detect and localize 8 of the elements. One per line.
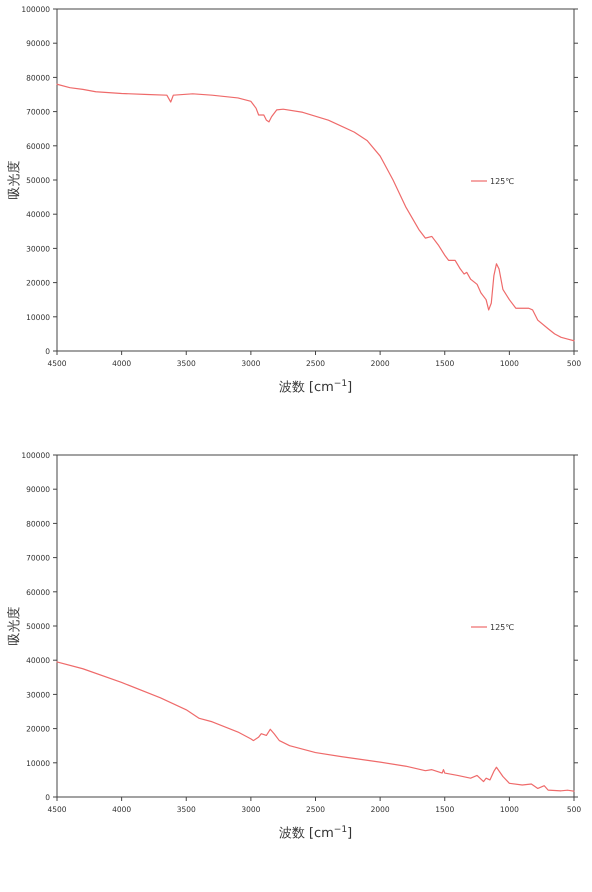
- x-axis-title: 波数 [cm$^{−1}$]: [278, 825, 352, 841]
- line-series: [56, 661, 575, 792]
- x-axis-title: 波数 [cm$^{−1}$]: [278, 379, 352, 395]
- y-axis-title: 吸光度: [6, 160, 22, 200]
- line-series: [56, 84, 575, 342]
- y-axis-title: 吸光度: [6, 606, 22, 646]
- legend-label: 125℃: [490, 177, 514, 186]
- legend-label: 125℃: [490, 623, 514, 632]
